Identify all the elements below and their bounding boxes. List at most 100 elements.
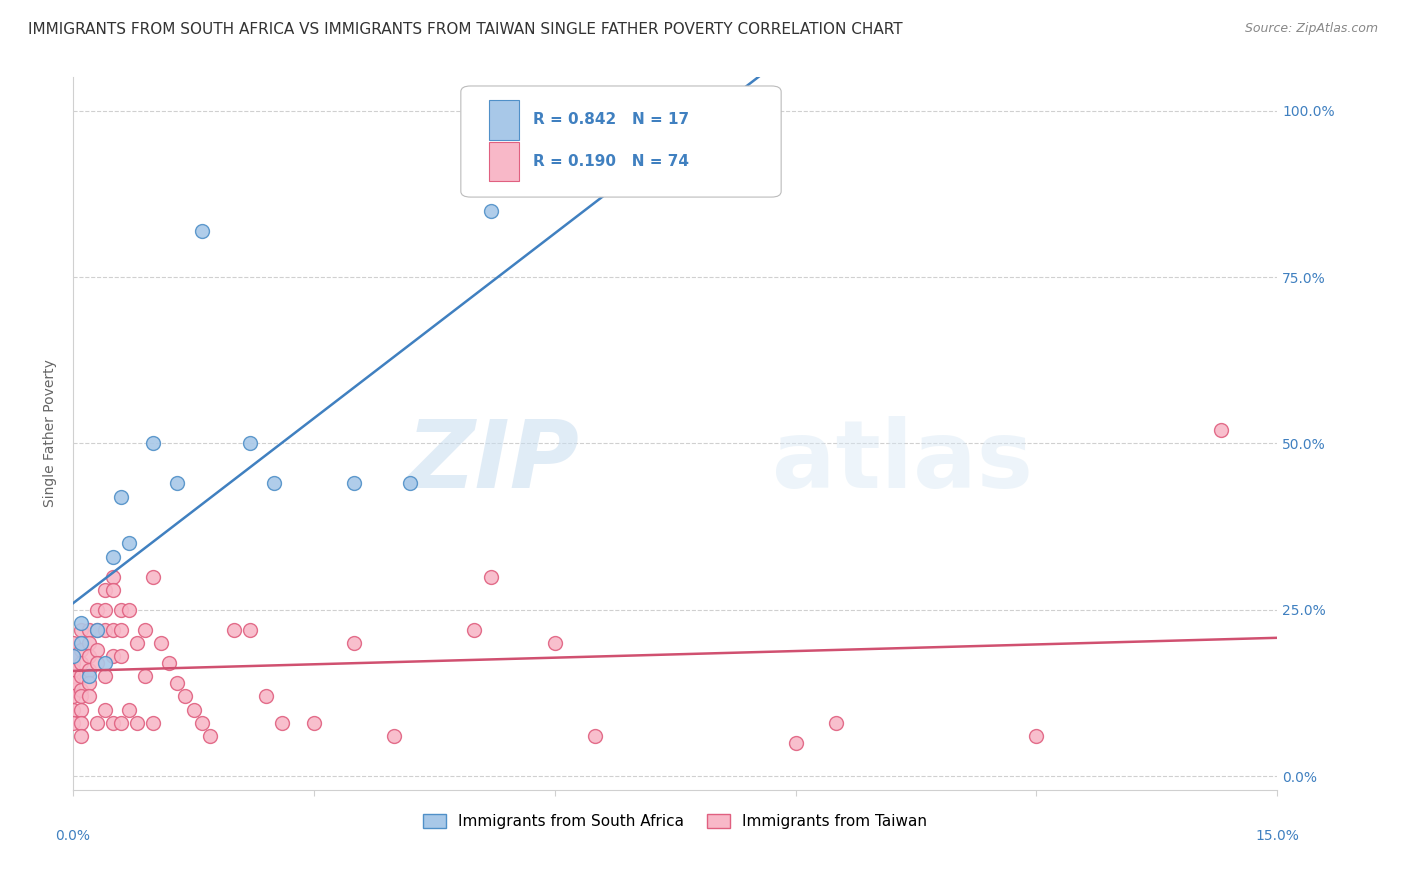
Point bbox=[174, 690, 197, 704]
Point bbox=[103, 549, 125, 564]
Point bbox=[343, 636, 366, 650]
Point bbox=[70, 690, 93, 704]
Point bbox=[103, 623, 125, 637]
Point bbox=[118, 603, 141, 617]
Point bbox=[544, 636, 567, 650]
Point bbox=[1025, 729, 1047, 743]
Point bbox=[77, 676, 100, 690]
Point bbox=[1209, 423, 1232, 437]
Point bbox=[222, 623, 245, 637]
Point bbox=[239, 623, 262, 637]
Point bbox=[103, 716, 125, 731]
Point bbox=[70, 656, 93, 670]
Point bbox=[94, 656, 117, 670]
Point bbox=[77, 669, 100, 683]
Text: R = 0.190   N = 74: R = 0.190 N = 74 bbox=[533, 154, 689, 169]
Text: R = 0.842   N = 17: R = 0.842 N = 17 bbox=[533, 112, 689, 128]
Point bbox=[70, 616, 93, 631]
Point bbox=[62, 716, 84, 731]
Point bbox=[142, 716, 165, 731]
Point bbox=[239, 436, 262, 450]
Point bbox=[142, 569, 165, 583]
Point bbox=[62, 663, 84, 677]
Point bbox=[254, 690, 277, 704]
Point bbox=[263, 476, 285, 491]
Point bbox=[134, 669, 156, 683]
Legend: Immigrants from South Africa, Immigrants from Taiwan: Immigrants from South Africa, Immigrants… bbox=[418, 808, 934, 835]
Point bbox=[62, 649, 84, 664]
Point bbox=[103, 569, 125, 583]
Point bbox=[166, 476, 188, 491]
Point bbox=[103, 649, 125, 664]
Point bbox=[86, 642, 108, 657]
Point bbox=[62, 676, 84, 690]
Point bbox=[110, 716, 132, 731]
Point bbox=[70, 682, 93, 697]
Text: atlas: atlas bbox=[772, 416, 1032, 508]
Point bbox=[77, 636, 100, 650]
Point bbox=[190, 716, 212, 731]
Point bbox=[118, 703, 141, 717]
Point bbox=[62, 703, 84, 717]
Point bbox=[824, 716, 846, 731]
Point bbox=[77, 663, 100, 677]
Text: 0.0%: 0.0% bbox=[56, 829, 90, 843]
Point bbox=[94, 669, 117, 683]
Point bbox=[110, 623, 132, 637]
Point bbox=[103, 582, 125, 597]
Point bbox=[77, 623, 100, 637]
Point bbox=[134, 623, 156, 637]
Point bbox=[583, 729, 606, 743]
Point bbox=[110, 603, 132, 617]
Point bbox=[86, 623, 108, 637]
Point bbox=[62, 682, 84, 697]
Point bbox=[70, 703, 93, 717]
FancyBboxPatch shape bbox=[461, 86, 782, 197]
Text: Source: ZipAtlas.com: Source: ZipAtlas.com bbox=[1244, 22, 1378, 36]
Text: ZIP: ZIP bbox=[406, 416, 579, 508]
Point bbox=[70, 636, 93, 650]
Point bbox=[70, 729, 93, 743]
Point bbox=[70, 623, 93, 637]
Point bbox=[70, 716, 93, 731]
Point bbox=[198, 729, 221, 743]
Point bbox=[70, 669, 93, 683]
Text: 15.0%: 15.0% bbox=[1256, 829, 1299, 843]
Point bbox=[463, 623, 485, 637]
Point bbox=[94, 623, 117, 637]
Point bbox=[86, 716, 108, 731]
FancyBboxPatch shape bbox=[488, 142, 519, 181]
Point bbox=[382, 729, 405, 743]
Point bbox=[399, 476, 422, 491]
Point bbox=[110, 649, 132, 664]
Point bbox=[127, 716, 149, 731]
Point bbox=[479, 569, 502, 583]
Point bbox=[118, 536, 141, 550]
Point bbox=[86, 656, 108, 670]
Text: IMMIGRANTS FROM SOUTH AFRICA VS IMMIGRANTS FROM TAIWAN SINGLE FATHER POVERTY COR: IMMIGRANTS FROM SOUTH AFRICA VS IMMIGRAN… bbox=[28, 22, 903, 37]
Point bbox=[77, 690, 100, 704]
Point bbox=[127, 636, 149, 650]
Point bbox=[94, 603, 117, 617]
Point bbox=[142, 436, 165, 450]
Point bbox=[785, 736, 807, 750]
Point bbox=[62, 636, 84, 650]
Point bbox=[302, 716, 325, 731]
Point bbox=[159, 656, 181, 670]
Point bbox=[479, 203, 502, 218]
Point bbox=[62, 690, 84, 704]
Point bbox=[94, 703, 117, 717]
Point bbox=[183, 703, 205, 717]
Point bbox=[77, 649, 100, 664]
Point bbox=[94, 582, 117, 597]
Point bbox=[110, 490, 132, 504]
Y-axis label: Single Father Poverty: Single Father Poverty bbox=[44, 359, 58, 508]
Point bbox=[150, 636, 173, 650]
Point bbox=[86, 623, 108, 637]
Point bbox=[62, 669, 84, 683]
Point bbox=[270, 716, 292, 731]
Point bbox=[62, 656, 84, 670]
Point bbox=[62, 649, 84, 664]
Point bbox=[86, 603, 108, 617]
Point bbox=[166, 676, 188, 690]
